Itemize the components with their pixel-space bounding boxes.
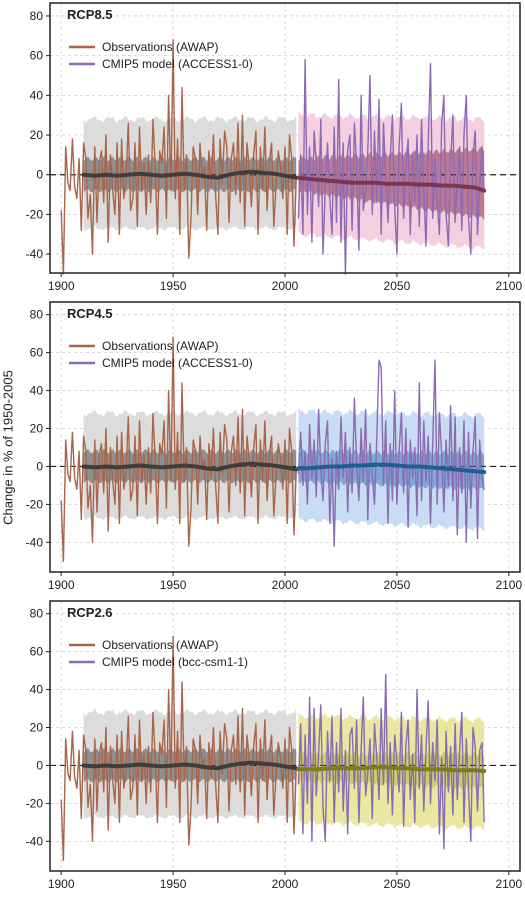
legend-label: CMIP5 model (ACCESS1-0) bbox=[102, 356, 253, 370]
historical-median-line bbox=[81, 169, 299, 180]
y-tick-label: -20 bbox=[26, 497, 44, 511]
y-tick-label: 20 bbox=[30, 721, 44, 735]
x-tick-label: 1950 bbox=[160, 877, 187, 891]
x-tick-label: 1950 bbox=[160, 279, 187, 293]
y-tick-label: 40 bbox=[30, 88, 44, 102]
observations-line bbox=[60, 635, 297, 861]
y-tick-label: 60 bbox=[30, 645, 44, 659]
observations-line bbox=[60, 39, 297, 275]
model-line bbox=[297, 58, 485, 275]
x-tick-label: 2000 bbox=[272, 578, 299, 592]
projection-median-line bbox=[296, 765, 487, 774]
x-tick-label: 2100 bbox=[495, 578, 522, 592]
y-tick-label: 0 bbox=[36, 758, 43, 772]
x-tick-label: 2100 bbox=[495, 279, 522, 293]
y-tick-label: 60 bbox=[30, 346, 44, 360]
y-tick-label: 40 bbox=[30, 683, 44, 697]
panel-1: -40 -20 0 20 40 60 80 1900 1950 2000 2050 2100 RCP8.… bbox=[26, 2, 522, 293]
y-tick-label: 60 bbox=[30, 49, 44, 63]
x-tick-label: 1900 bbox=[48, 578, 75, 592]
y-tick-label: -40 bbox=[26, 834, 44, 848]
y-tick-label: 0 bbox=[36, 459, 43, 473]
legend-label: Observations (AWAP) bbox=[102, 40, 218, 54]
y-tick-label: -20 bbox=[26, 796, 44, 810]
y-tick-label: 80 bbox=[30, 9, 44, 23]
y-tick-label: -40 bbox=[26, 535, 44, 549]
y-tick-label: 80 bbox=[30, 607, 44, 621]
x-tick-label: 2000 bbox=[272, 877, 299, 891]
legend-label: Observations (AWAP) bbox=[102, 638, 218, 652]
projection-median-line bbox=[296, 175, 487, 193]
y-tick-label: 20 bbox=[30, 422, 44, 436]
x-tick-label: 2100 bbox=[495, 877, 522, 891]
x-tick-label: 1950 bbox=[160, 578, 187, 592]
x-tick-label: 2050 bbox=[384, 279, 411, 293]
legend-label: Observations (AWAP) bbox=[102, 339, 218, 353]
panel-3: -40 -20 0 20 40 60 80 1900 1950 2000 2050 2100 RCP2.… bbox=[26, 600, 522, 891]
model-line bbox=[297, 359, 485, 547]
legend-label: CMIP5 model (bcc-csm1-1) bbox=[102, 655, 248, 669]
historical-median-line bbox=[81, 760, 299, 771]
panel-title: RCP8.5 bbox=[67, 7, 113, 22]
model-line bbox=[297, 673, 485, 850]
x-tick-label: 1900 bbox=[48, 279, 75, 293]
y-tick-label: 20 bbox=[30, 128, 44, 142]
x-tick-label: 1900 bbox=[48, 877, 75, 891]
y-tick-label: 40 bbox=[30, 384, 44, 398]
y-tick-label: -20 bbox=[26, 207, 44, 221]
legend-label: CMIP5 model (ACCESS1-0) bbox=[102, 57, 253, 71]
historical-median-line bbox=[81, 461, 299, 472]
x-tick-label: 2050 bbox=[384, 877, 411, 891]
x-tick-label: 2000 bbox=[272, 279, 299, 293]
y-tick-label: 0 bbox=[36, 168, 43, 182]
y-tick-label: -40 bbox=[26, 247, 44, 261]
y-tick-label: 80 bbox=[30, 308, 44, 322]
x-tick-label: 2050 bbox=[384, 578, 411, 592]
panel-title: RCP2.6 bbox=[67, 605, 113, 620]
panel-2: -40 -20 0 20 40 60 80 1900 1950 2000 2050 2100 RCP4.… bbox=[26, 301, 522, 592]
observations-line bbox=[60, 336, 297, 562]
projection-median-line bbox=[296, 462, 487, 475]
panel-title: RCP4.5 bbox=[67, 306, 113, 321]
y-axis-label: Change in % of 1950-2005 bbox=[0, 370, 16, 525]
